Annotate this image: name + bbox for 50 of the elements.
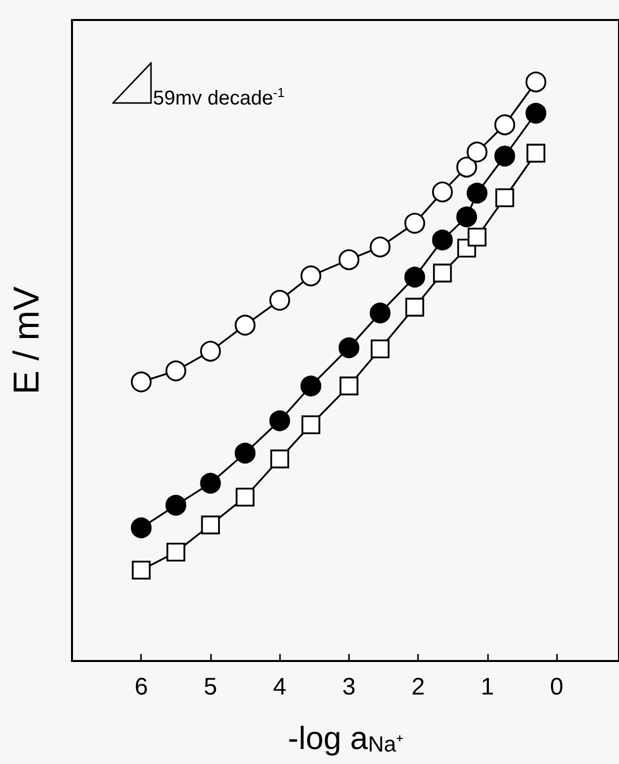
x-tick-label: 6 [134,674,148,700]
point [200,340,221,362]
point [270,450,290,468]
point [300,266,322,286]
point [236,488,254,507]
point [494,146,516,166]
point [370,339,390,358]
point [494,114,516,136]
point [432,230,453,250]
point [200,472,221,494]
point [456,206,478,228]
point [526,144,546,163]
point [166,542,186,562]
x-tick-label: 5 [204,674,218,700]
point [340,376,358,396]
point [404,266,426,288]
point [456,156,478,178]
point [526,72,546,92]
point [370,236,391,258]
point [370,302,391,324]
x-tick-label: 0 [550,674,564,700]
point [301,415,320,434]
point [404,212,426,234]
point [201,516,220,534]
point [468,228,486,247]
point [433,264,452,282]
point [526,102,546,124]
x-tick-label: 2 [412,674,425,700]
x-tick-label: 1 [480,674,494,700]
point [495,188,514,208]
point [234,442,256,464]
point [165,494,186,516]
x-tick-label: 4 [273,674,286,700]
x-tick-label: 3 [342,674,356,700]
point [132,560,151,580]
point [300,376,322,396]
point [269,410,290,432]
point [466,182,488,204]
point [432,182,453,202]
point [165,360,186,382]
point [405,298,424,317]
point [338,249,360,270]
point [130,517,152,538]
x-axis-title: -log aNa⁺ [288,720,404,756]
y-axis-title: E / mV [6,286,46,395]
point [269,290,290,311]
point [130,372,152,392]
point [466,142,488,162]
point [234,314,256,336]
point [338,337,360,358]
